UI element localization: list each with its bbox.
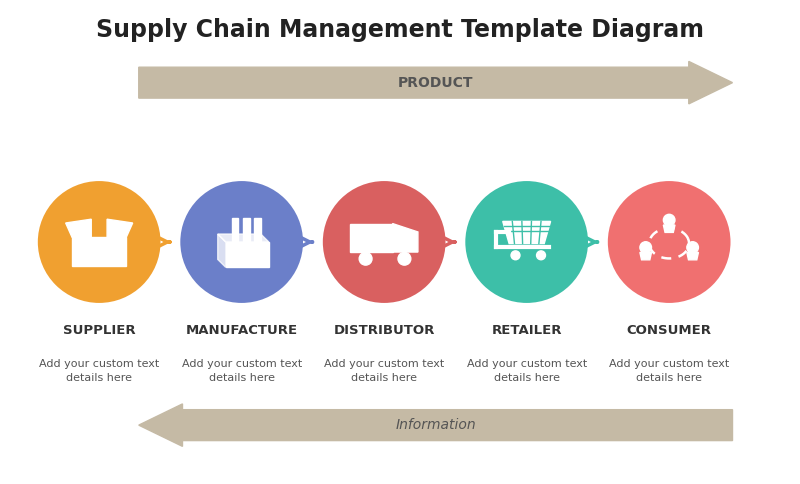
Text: Add your custom text
details here: Add your custom text details here [39, 359, 159, 382]
Polygon shape [138, 404, 733, 446]
Polygon shape [350, 224, 393, 252]
Text: Add your custom text
details here: Add your custom text details here [324, 359, 444, 382]
Ellipse shape [640, 242, 651, 253]
Text: MANUFACTURE: MANUFACTURE [186, 324, 298, 337]
Ellipse shape [38, 181, 161, 303]
Ellipse shape [323, 181, 446, 303]
Polygon shape [254, 218, 261, 242]
Text: Add your custom text
details here: Add your custom text details here [182, 359, 302, 382]
Ellipse shape [180, 181, 303, 303]
Text: PRODUCT: PRODUCT [398, 76, 474, 90]
Text: SUPPLIER: SUPPLIER [63, 324, 135, 337]
Ellipse shape [687, 242, 698, 253]
Polygon shape [218, 234, 226, 267]
Ellipse shape [608, 181, 730, 303]
Text: Information: Information [395, 418, 476, 432]
Polygon shape [393, 224, 418, 252]
Polygon shape [66, 219, 91, 237]
Text: Add your custom text
details here: Add your custom text details here [609, 359, 730, 382]
Text: DISTRIBUTOR: DISTRIBUTOR [334, 324, 435, 337]
Text: RETAILER: RETAILER [491, 324, 562, 337]
Polygon shape [107, 219, 133, 237]
Ellipse shape [663, 214, 675, 226]
Polygon shape [138, 61, 733, 104]
Ellipse shape [511, 251, 520, 260]
Ellipse shape [466, 181, 588, 303]
Polygon shape [72, 237, 126, 266]
Ellipse shape [537, 251, 546, 260]
Ellipse shape [398, 252, 411, 265]
Polygon shape [232, 218, 238, 242]
Polygon shape [640, 253, 651, 260]
Polygon shape [243, 218, 250, 242]
Polygon shape [218, 234, 269, 242]
Text: Add your custom text
details here: Add your custom text details here [466, 359, 586, 382]
Polygon shape [687, 253, 698, 260]
Ellipse shape [359, 252, 372, 265]
Polygon shape [502, 221, 550, 243]
Text: CONSUMER: CONSUMER [626, 324, 712, 337]
Polygon shape [663, 225, 675, 232]
Polygon shape [226, 242, 269, 267]
Text: Supply Chain Management Template Diagram: Supply Chain Management Template Diagram [96, 18, 704, 42]
